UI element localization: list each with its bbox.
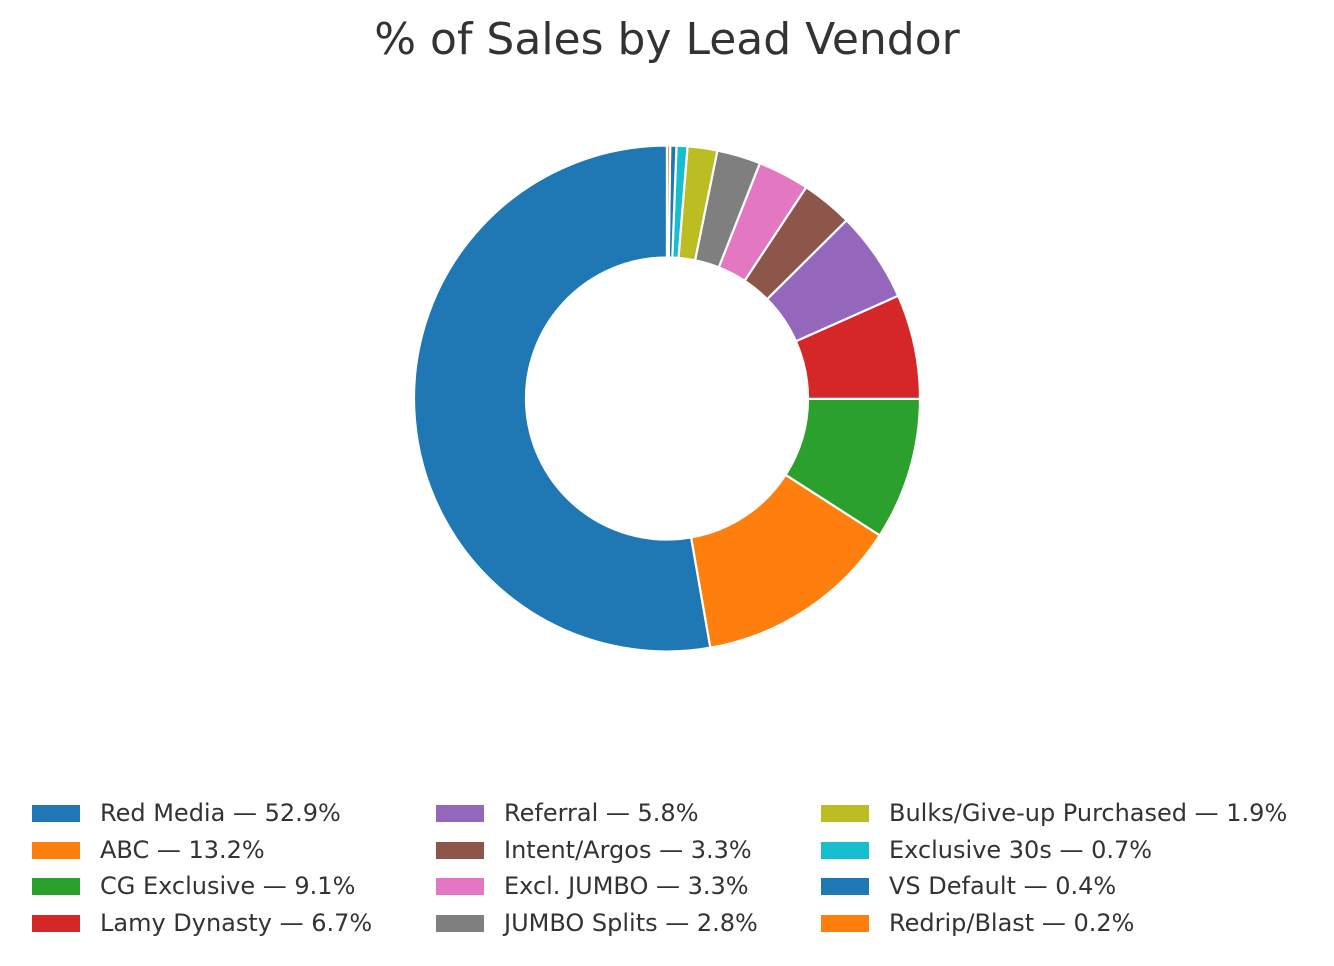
- donut-slices: [414, 146, 920, 652]
- donut-slice-redrip-blast: [667, 146, 670, 258]
